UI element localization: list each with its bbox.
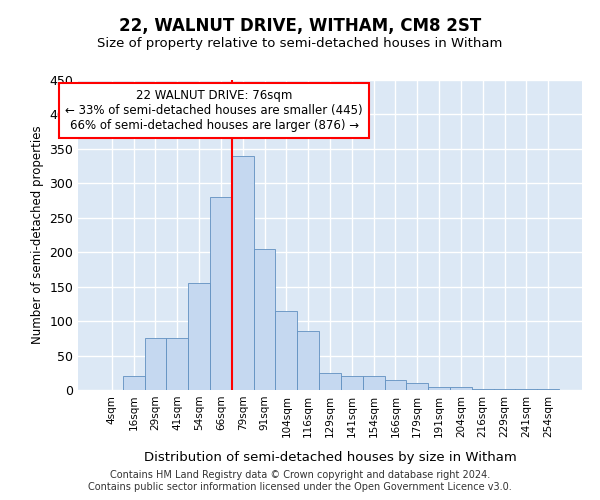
Bar (406, 383, 428, 390)
Bar (385, 380, 406, 390)
Bar (145, 338, 166, 390)
Bar (450, 386, 472, 390)
Bar (363, 376, 385, 390)
Bar (319, 373, 341, 390)
Text: Contains public sector information licensed under the Open Government Licence v3: Contains public sector information licen… (88, 482, 512, 492)
Bar (188, 283, 210, 390)
Bar (210, 197, 232, 390)
Bar (232, 156, 254, 390)
Bar (254, 249, 275, 390)
Text: Contains HM Land Registry data © Crown copyright and database right 2024.: Contains HM Land Registry data © Crown c… (110, 470, 490, 480)
Bar (472, 388, 494, 390)
Text: 22 WALNUT DRIVE: 76sqm
← 33% of semi-detached houses are smaller (445)
66% of se: 22 WALNUT DRIVE: 76sqm ← 33% of semi-det… (65, 90, 363, 132)
Bar (428, 386, 450, 390)
Bar (297, 332, 319, 390)
Bar (341, 376, 363, 390)
Bar (494, 388, 515, 390)
Bar (515, 388, 537, 390)
Text: 22, WALNUT DRIVE, WITHAM, CM8 2ST: 22, WALNUT DRIVE, WITHAM, CM8 2ST (119, 18, 481, 36)
Bar (537, 388, 559, 390)
Text: Size of property relative to semi-detached houses in Witham: Size of property relative to semi-detach… (97, 38, 503, 51)
X-axis label: Distribution of semi-detached houses by size in Witham: Distribution of semi-detached houses by … (143, 451, 517, 464)
Bar (275, 311, 297, 390)
Bar (123, 376, 145, 390)
Y-axis label: Number of semi-detached properties: Number of semi-detached properties (31, 126, 44, 344)
Bar (166, 338, 188, 390)
